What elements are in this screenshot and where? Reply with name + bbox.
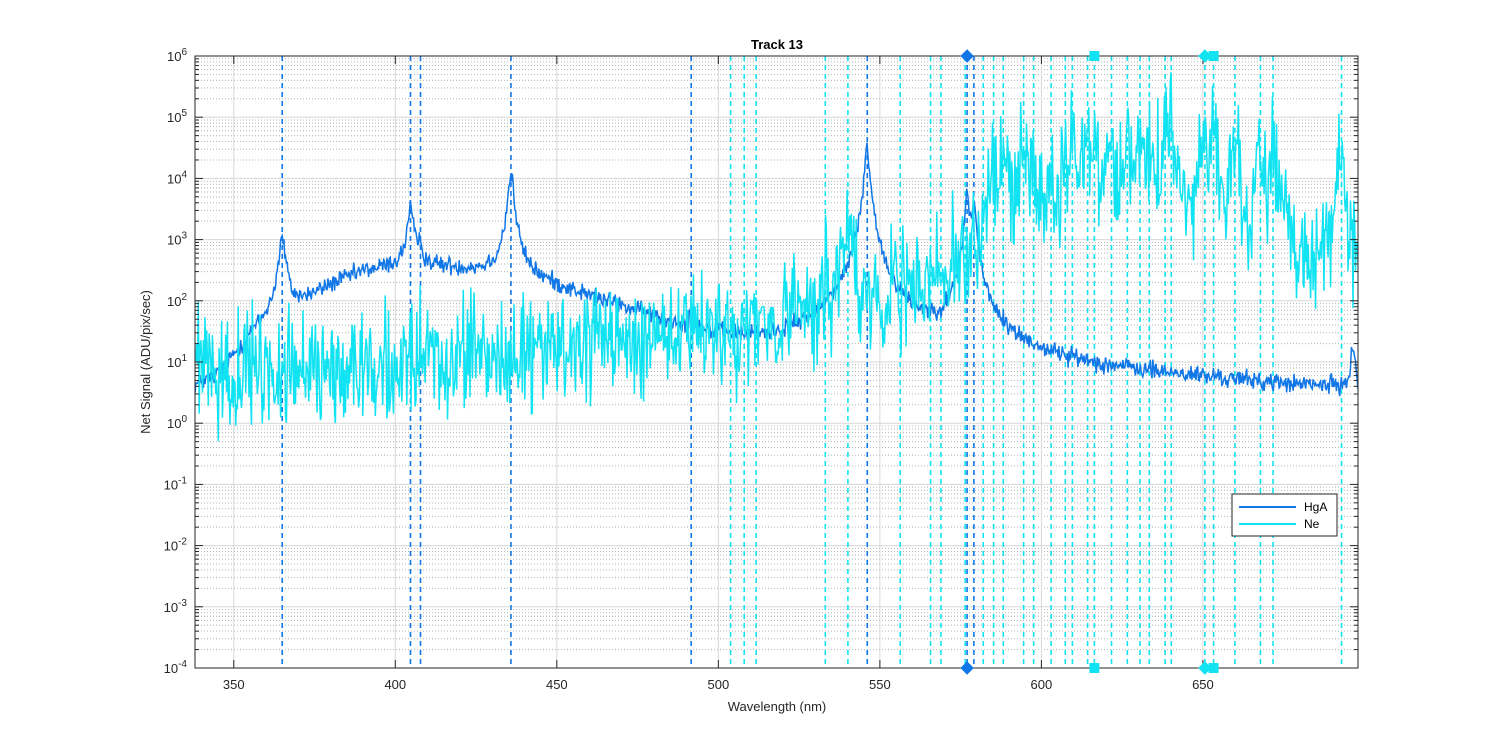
y-tick-label: 104 <box>167 169 187 186</box>
legend-label-hga: HgA <box>1304 500 1327 514</box>
y-tick-label: 10-1 <box>164 475 188 492</box>
legend-label-ne: Ne <box>1304 517 1320 531</box>
y-tick-label: 102 <box>167 292 187 309</box>
series-line-hga <box>195 142 1358 397</box>
x-tick-label: 400 <box>384 677 406 692</box>
y-tick-label: 106 <box>167 47 187 64</box>
y-tick-label: 10-3 <box>164 598 188 615</box>
x-tick-label: 650 <box>1192 677 1214 692</box>
x-tick-label: 450 <box>546 677 568 692</box>
marker-square-ne <box>1208 663 1219 673</box>
marker-square-ne <box>1208 51 1219 61</box>
x-axis-label: Wavelength (nm) <box>728 699 827 714</box>
x-tick-label: 350 <box>223 677 245 692</box>
y-tick-label: 105 <box>167 108 187 125</box>
series-line-ne <box>195 72 1358 442</box>
series-group <box>195 72 1358 442</box>
legend-box <box>1231 493 1338 537</box>
chart-title: Track 13 <box>751 37 803 52</box>
y-tick-label: 10-2 <box>164 537 188 554</box>
y-tick-label: 101 <box>167 353 187 370</box>
legend[interactable]: HgA Ne <box>1231 493 1338 537</box>
marker-square-ne <box>1089 51 1100 61</box>
y-tick-label: 103 <box>167 231 187 248</box>
x-tick-label: 600 <box>1031 677 1053 692</box>
marker-diamond-hga <box>960 49 974 63</box>
x-tick-label: 550 <box>869 677 891 692</box>
marker-square-ne <box>1089 663 1100 673</box>
marker-diamond-hga <box>960 661 974 675</box>
plot-area[interactable]: 350 400 450 500 550 600 650 10-4 10-3 10-2 10-1 100… <box>164 47 1359 692</box>
x-tick-label: 500 <box>707 677 729 692</box>
y-tick-label: 10-4 <box>164 659 188 676</box>
y-tick-label: 100 <box>167 414 187 431</box>
y-axis-label: Net Signal (ADU/pix/sec) <box>138 290 153 434</box>
